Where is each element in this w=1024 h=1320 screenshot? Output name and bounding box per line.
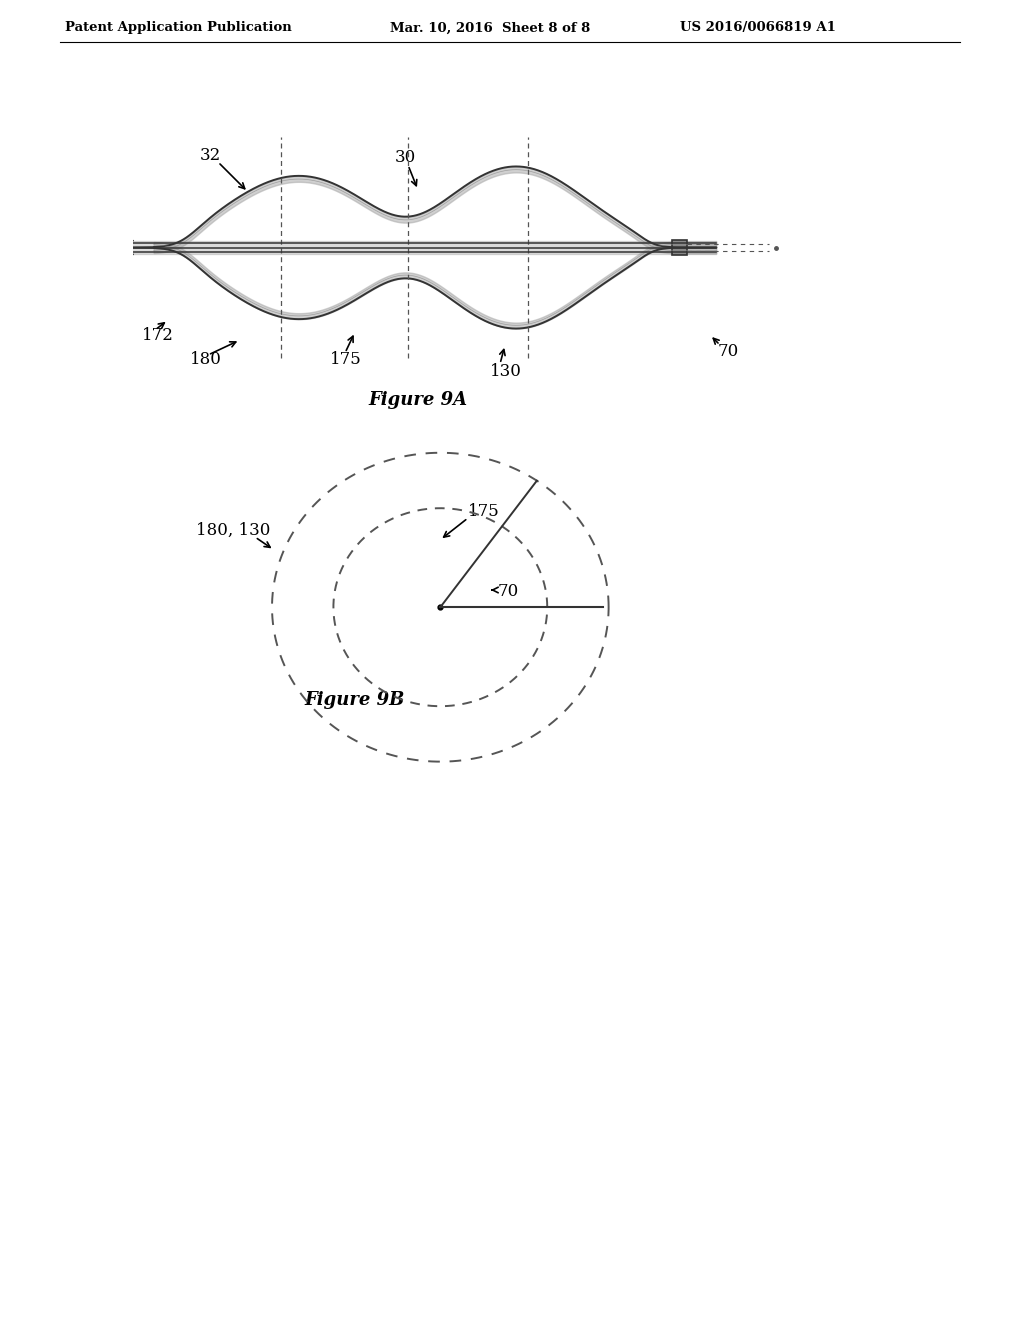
Text: 70: 70	[718, 343, 739, 360]
Text: 32: 32	[200, 147, 221, 164]
Text: 175: 175	[468, 503, 500, 520]
Text: 130: 130	[490, 363, 522, 380]
Text: 180, 130: 180, 130	[196, 521, 270, 539]
Text: 180: 180	[190, 351, 222, 368]
Text: 172: 172	[142, 326, 174, 343]
Text: US 2016/0066819 A1: US 2016/0066819 A1	[680, 21, 836, 34]
Text: 30: 30	[395, 149, 416, 166]
Text: Patent Application Publication: Patent Application Publication	[65, 21, 292, 34]
Text: 175: 175	[330, 351, 361, 368]
Text: 70: 70	[498, 583, 519, 601]
Text: Figure 9B: Figure 9B	[305, 690, 406, 709]
Bar	[672, 240, 687, 255]
Text: Mar. 10, 2016  Sheet 8 of 8: Mar. 10, 2016 Sheet 8 of 8	[390, 21, 590, 34]
Text: Figure 9A: Figure 9A	[369, 391, 468, 409]
